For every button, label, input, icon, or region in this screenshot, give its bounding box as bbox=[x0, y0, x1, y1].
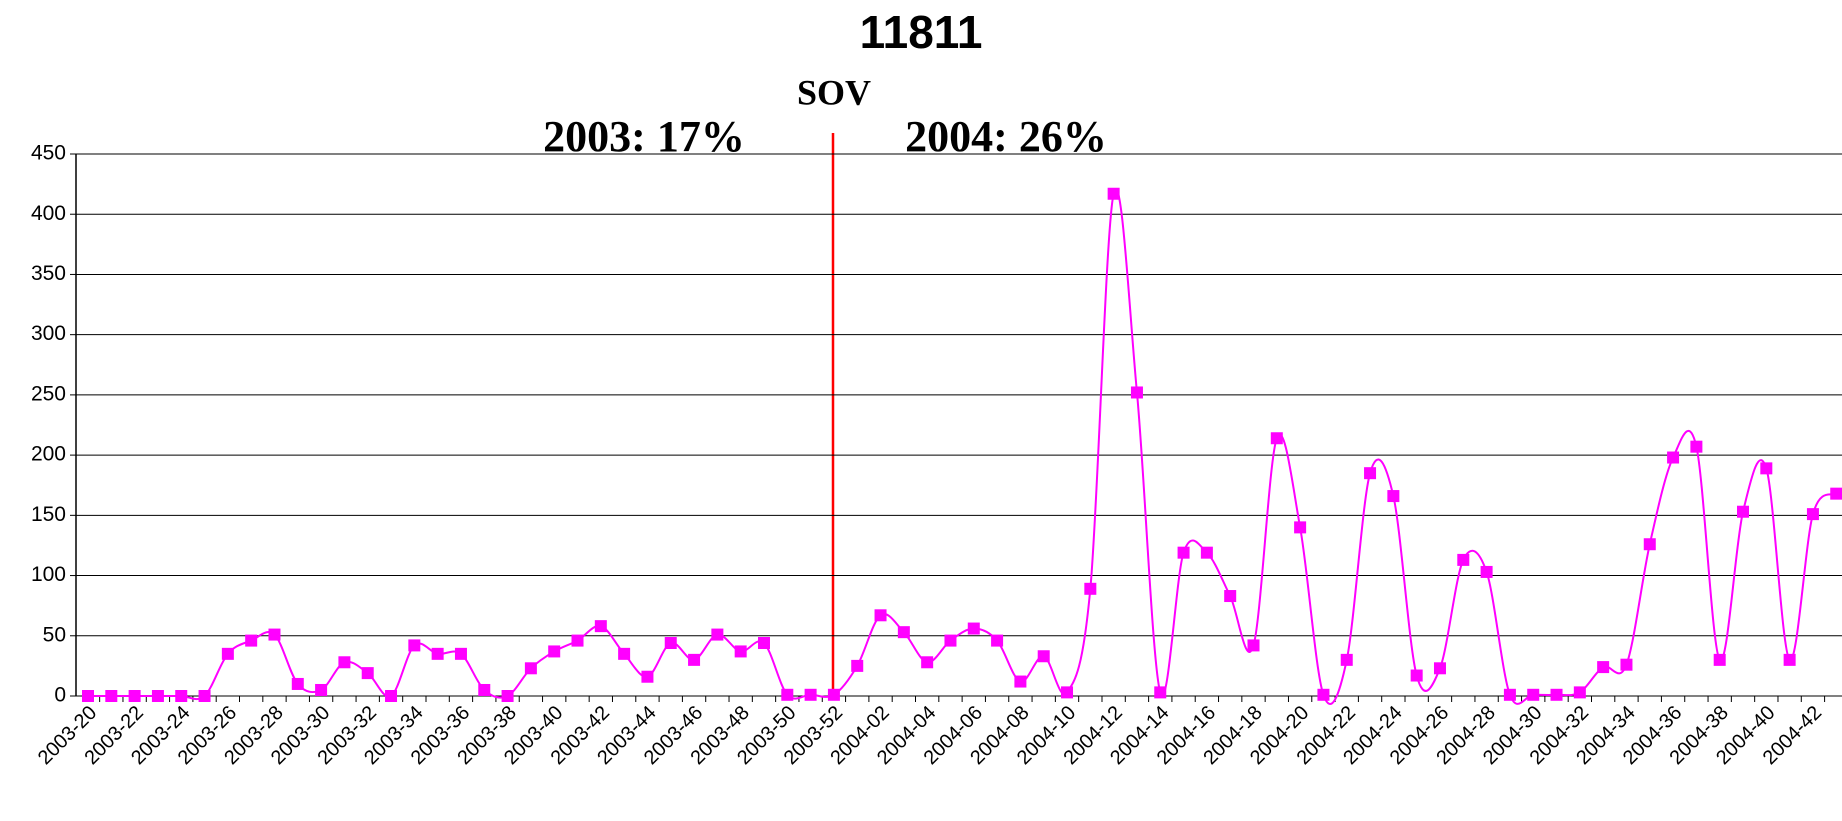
marker bbox=[1084, 582, 1097, 595]
marker bbox=[408, 639, 421, 652]
marker bbox=[1620, 658, 1633, 671]
marker bbox=[641, 670, 654, 683]
marker bbox=[198, 690, 211, 702]
marker bbox=[711, 628, 724, 641]
marker bbox=[1154, 686, 1167, 699]
y-tick-label: 100 bbox=[31, 563, 66, 586]
marker bbox=[1387, 490, 1400, 503]
marker bbox=[128, 690, 141, 702]
marker bbox=[1130, 386, 1143, 399]
marker bbox=[827, 688, 840, 701]
marker bbox=[385, 690, 398, 702]
marker bbox=[874, 609, 887, 622]
marker bbox=[897, 626, 910, 639]
marker bbox=[338, 656, 351, 669]
marker bbox=[618, 647, 631, 660]
marker bbox=[1317, 688, 1330, 701]
y-tick-label: 300 bbox=[31, 322, 66, 345]
marker bbox=[221, 647, 234, 660]
marker bbox=[1643, 538, 1656, 551]
marker bbox=[1573, 686, 1586, 699]
marker bbox=[1410, 669, 1423, 682]
marker bbox=[501, 690, 514, 702]
marker bbox=[548, 645, 561, 658]
marker bbox=[1550, 688, 1563, 701]
marker bbox=[1247, 639, 1260, 652]
marker bbox=[1527, 688, 1540, 701]
marker bbox=[1224, 590, 1237, 603]
marker bbox=[1107, 187, 1120, 200]
marker bbox=[1737, 505, 1750, 518]
marker bbox=[781, 688, 794, 701]
marker bbox=[1713, 653, 1726, 666]
marker bbox=[1760, 462, 1773, 475]
marker bbox=[1364, 467, 1377, 480]
marker bbox=[804, 688, 817, 701]
marker bbox=[105, 690, 118, 702]
marker bbox=[851, 659, 864, 672]
marker bbox=[1690, 440, 1703, 453]
marker bbox=[757, 637, 770, 650]
marker bbox=[1457, 553, 1470, 566]
marker bbox=[524, 662, 537, 675]
marker bbox=[1806, 508, 1819, 521]
marker bbox=[944, 634, 957, 647]
annotation: SOV bbox=[797, 72, 871, 112]
series-line bbox=[88, 188, 1837, 705]
marker bbox=[1597, 661, 1610, 674]
marker bbox=[1433, 662, 1446, 675]
marker bbox=[315, 683, 328, 696]
marker bbox=[1014, 675, 1027, 688]
y-tick-label: 250 bbox=[31, 382, 66, 405]
marker bbox=[151, 690, 164, 702]
marker bbox=[991, 634, 1004, 647]
marker bbox=[1480, 565, 1493, 578]
marker bbox=[1783, 653, 1796, 666]
marker bbox=[1667, 451, 1680, 464]
marker bbox=[361, 667, 374, 680]
marker bbox=[1830, 487, 1842, 500]
marker bbox=[1177, 546, 1190, 559]
marker bbox=[245, 634, 258, 647]
marker bbox=[1270, 432, 1283, 445]
marker bbox=[454, 647, 467, 660]
marker bbox=[688, 653, 701, 666]
marker bbox=[664, 637, 677, 650]
marker bbox=[1037, 650, 1050, 663]
marker bbox=[82, 690, 94, 702]
y-tick-label: 400 bbox=[31, 202, 66, 225]
marker bbox=[1294, 521, 1307, 534]
chart-title: 11811 bbox=[860, 6, 983, 58]
y-tick-label: 450 bbox=[31, 142, 66, 165]
marker bbox=[921, 656, 934, 669]
y-tick-label: 50 bbox=[43, 623, 66, 646]
marker bbox=[431, 647, 444, 660]
marker bbox=[268, 628, 281, 641]
marker bbox=[175, 690, 188, 702]
y-tick-label: 150 bbox=[31, 503, 66, 526]
y-tick-label: 200 bbox=[31, 443, 66, 466]
marker bbox=[571, 634, 584, 647]
marker bbox=[291, 677, 304, 690]
marker bbox=[1503, 688, 1516, 701]
marker bbox=[1340, 653, 1353, 666]
y-tick-label: 0 bbox=[54, 684, 66, 707]
marker bbox=[594, 620, 607, 633]
y-tick-label: 350 bbox=[31, 262, 66, 285]
marker bbox=[1061, 686, 1074, 699]
marker bbox=[1200, 546, 1213, 559]
annotation: 2003: 17% bbox=[543, 112, 745, 161]
marker bbox=[478, 683, 491, 696]
annotation: 2004: 26% bbox=[905, 112, 1107, 161]
marker bbox=[967, 622, 980, 635]
marker bbox=[734, 645, 747, 658]
